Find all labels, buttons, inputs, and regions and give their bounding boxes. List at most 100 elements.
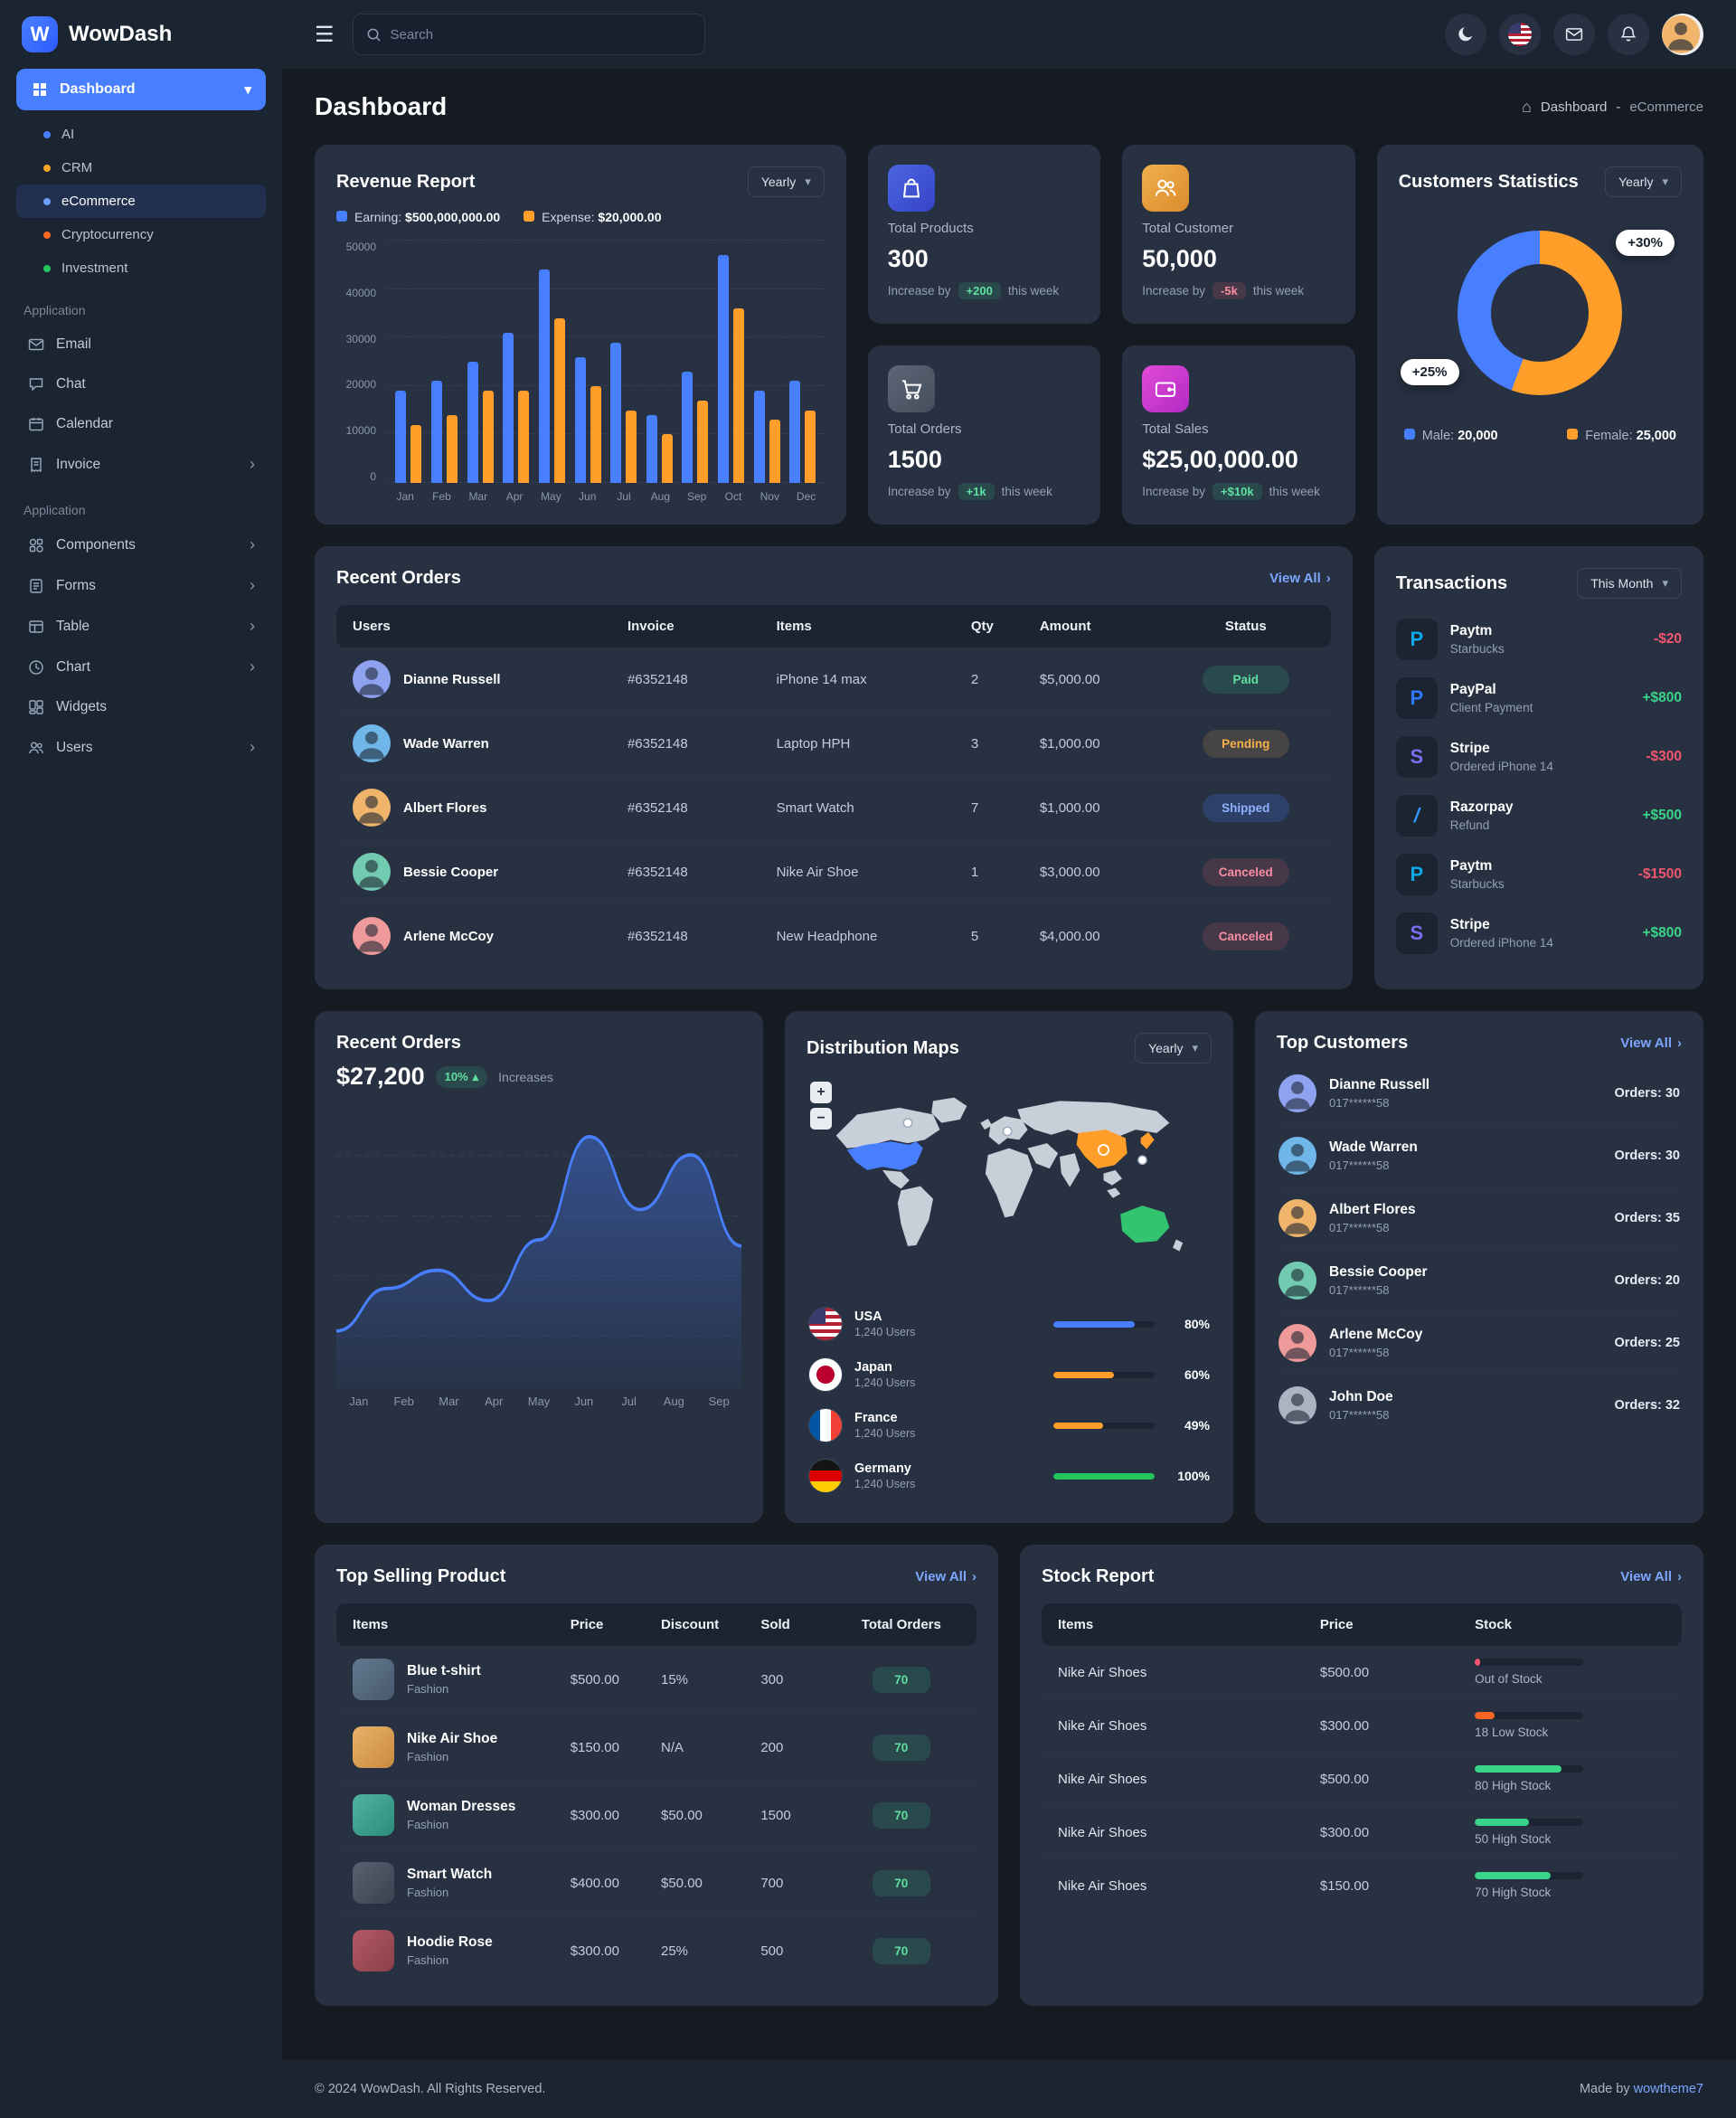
sidebar-item-calendar[interactable]: Calendar — [16, 404, 266, 444]
page-title: Dashboard — [315, 92, 448, 120]
donut-badge-bottom: +25% — [1400, 359, 1459, 385]
language-button[interactable] — [1499, 14, 1541, 55]
customers-list: Dianne Russell 017******58 Orders: 30 Wad… — [1277, 1063, 1682, 1436]
legend-value: 25,000 — [1636, 429, 1676, 443]
product-sold: 500 — [760, 1943, 784, 1959]
product-price: $400.00 — [570, 1875, 619, 1891]
sidebar-item-crm[interactable]: CRM — [16, 151, 266, 184]
transactions-card: Transactions This Month ▾ P Paytm Starbuck… — [1373, 546, 1703, 989]
envelope-icon — [27, 336, 45, 354]
transaction-name: Paytm — [1449, 623, 1493, 638]
chevron-right-icon: › — [1326, 571, 1331, 586]
stat-change-prefix: Increase by — [1142, 485, 1206, 498]
sidebar-item-table[interactable]: Table › — [16, 606, 266, 647]
country-row: France 1,240 Users 49% — [807, 1400, 1212, 1451]
orders-badge: 70 — [872, 1666, 930, 1693]
notifications-button[interactable] — [1608, 14, 1649, 55]
transaction-item: / Razorpay Refund +$500 — [1395, 795, 1682, 837]
chevron-right-icon: › — [250, 455, 255, 473]
messages-button[interactable] — [1553, 14, 1595, 55]
paytm-icon: P — [1395, 619, 1438, 660]
sidebar-item-components[interactable]: Components › — [16, 525, 266, 565]
zoom-out-button[interactable]: − — [810, 1108, 832, 1130]
customer-orders: Orders: 30 — [1614, 1149, 1680, 1163]
period-select[interactable]: This Month ▾ — [1577, 568, 1682, 599]
zoom-in-button[interactable]: + — [810, 1082, 832, 1103]
paytm-icon: P — [1395, 854, 1438, 895]
card-title: Top Customers — [1277, 1033, 1409, 1053]
sidebar-item-forms[interactable]: Forms › — [16, 565, 266, 606]
stock-progress — [1475, 1659, 1584, 1666]
avatar — [1278, 1324, 1316, 1362]
transaction-name: Stripe — [1449, 917, 1490, 932]
column-header: Price — [570, 1617, 604, 1632]
view-all-link[interactable]: View All › — [1620, 1569, 1682, 1584]
sidebar-item-label: eCommerce — [61, 194, 136, 209]
stock-row: Nike Air Shoes $300.00 50 High Stock — [1042, 1806, 1682, 1859]
period-select[interactable]: Yearly ▾ — [747, 166, 825, 197]
avatar — [1662, 15, 1700, 53]
made-by-text: Made by wowtheme7 — [1579, 2082, 1703, 2096]
world-map: + − — [807, 1074, 1212, 1290]
column-header: Stock — [1475, 1617, 1513, 1632]
table-header: Items Price Discount Sold Total Orders — [336, 1603, 976, 1646]
transaction-amount: +$800 — [1642, 690, 1682, 705]
dot-icon — [43, 264, 51, 272]
sidebar-item-ai[interactable]: AI — [16, 118, 266, 151]
sidebar-toggle-button[interactable]: ☰ — [315, 22, 335, 48]
sidebar-item-label: Invoice — [56, 456, 101, 472]
customer-orders: Orders: 30 — [1614, 1086, 1680, 1101]
sidebar-item-label: Table — [56, 618, 90, 634]
orders-badge: 70 — [872, 1869, 930, 1896]
period-select[interactable]: Yearly ▾ — [1135, 1033, 1212, 1064]
country-progress — [1053, 1320, 1155, 1328]
theme-toggle-button[interactable] — [1445, 14, 1486, 55]
transaction-desc: Ordered iPhone 14 — [1449, 760, 1553, 773]
sidebar-item-chat[interactable]: Chat — [16, 364, 266, 404]
sidebar-item-chart[interactable]: Chart › — [16, 647, 266, 687]
customer-phone: 017******58 — [1329, 1096, 1390, 1110]
wowtheme7-link[interactable]: wowtheme7 — [1633, 2082, 1703, 2096]
product-name: Nike Air Shoe — [407, 1731, 498, 1746]
product-row: Blue t-shirt Fashion $500.00 15% 300 70 — [336, 1646, 976, 1714]
order-qty: 1 — [970, 864, 979, 880]
stat-change-prefix: Increase by — [887, 485, 951, 498]
country-users: 1,240 Users — [854, 1478, 916, 1490]
order-user-name: Wade Warren — [403, 735, 489, 752]
recent-orders-chart-card: Recent Orders $27,200 10% ▴ Increases — [315, 1011, 763, 1523]
country-users: 1,240 Users — [854, 1427, 916, 1440]
sidebar-item-ecommerce[interactable]: eCommerce — [16, 184, 266, 218]
sidebar-item-invoice[interactable]: Invoice › — [16, 444, 266, 485]
product-sold: 300 — [760, 1671, 784, 1688]
view-all-link[interactable]: View All › — [915, 1569, 976, 1584]
chevron-down-icon: ▾ — [1662, 576, 1668, 590]
stat-change-prefix: Increase by — [887, 284, 951, 298]
search-input[interactable] — [390, 26, 692, 43]
cart-icon — [887, 365, 935, 412]
sidebar-item-investment[interactable]: Investment — [16, 251, 266, 285]
donut-badge-top: +30% — [1616, 230, 1675, 256]
view-all-link[interactable]: View All › — [1620, 1035, 1682, 1051]
period-select[interactable]: Yearly ▾ — [1605, 166, 1682, 197]
customers-icon — [1142, 165, 1190, 212]
sidebar-item-widgets[interactable]: Widgets — [16, 687, 266, 727]
stat-card-total-sales: Total Sales $25,00,000.00 Increase by +$1… — [1122, 345, 1355, 525]
transaction-desc: Refund — [1449, 818, 1490, 832]
stock-progress — [1475, 1712, 1584, 1719]
view-all-link[interactable]: View All › — [1269, 571, 1331, 586]
us-flag-icon — [1508, 23, 1532, 46]
profile-avatar[interactable] — [1662, 14, 1703, 55]
sidebar-item-users[interactable]: Users › — [16, 727, 266, 768]
brand-logo[interactable]: W WowDash — [16, 0, 266, 69]
column-header: Qty — [970, 619, 994, 634]
breadcrumb-home[interactable]: Dashboard — [1540, 99, 1608, 115]
sidebar-item-dashboard[interactable]: Dashboard ▾ — [16, 69, 266, 110]
sidebar-item-email[interactable]: Email — [16, 325, 266, 364]
customer-orders: Orders: 35 — [1614, 1211, 1680, 1225]
chevron-down-icon: ▾ — [1192, 1041, 1198, 1054]
chevron-right-icon: › — [250, 657, 255, 676]
sidebar-item-cryptocurrency[interactable]: Cryptocurrency — [16, 218, 266, 251]
avatar — [1278, 1137, 1316, 1175]
customer-orders: Orders: 25 — [1614, 1336, 1680, 1350]
